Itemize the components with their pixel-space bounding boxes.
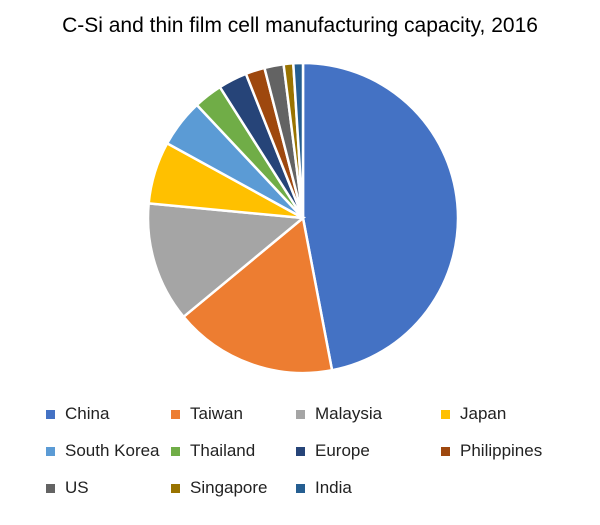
legend-label: China — [65, 404, 110, 423]
legend-label: South Korea — [65, 441, 160, 460]
legend-swatch — [171, 446, 180, 456]
legend-label: Thailand — [190, 441, 256, 460]
pie-slice-china — [301, 61, 460, 372]
legend-swatch — [46, 409, 55, 419]
legend-label: Malaysia — [315, 404, 383, 423]
legend-swatch — [441, 409, 450, 419]
chart-title: C-Si and thin film cell manufacturing ca… — [62, 14, 538, 37]
legend-label: Japan — [460, 404, 507, 423]
legend-swatch — [296, 409, 305, 419]
legend-label: Singapore — [190, 478, 268, 497]
legend-label: US — [65, 478, 89, 497]
legend: China Taiwan Malaysia Japan South Korea Thail… — [38, 404, 578, 498]
legend-item: Europe — [288, 441, 433, 461]
legend-label: Europe — [315, 441, 370, 460]
legend-swatch — [171, 409, 180, 419]
legend-swatch — [46, 483, 55, 493]
pie-slice-taiwan — [181, 215, 334, 375]
legend-item: South Korea — [38, 441, 163, 461]
legend-item: Philippines — [433, 441, 573, 461]
legend-item: Singapore — [163, 478, 288, 498]
legend-item: Thailand — [163, 441, 288, 461]
legend-item: Taiwan — [163, 404, 288, 424]
legend-label: Taiwan — [190, 404, 243, 423]
legend-swatch — [296, 483, 305, 493]
legend-item: China — [38, 404, 163, 424]
legend-swatch — [171, 483, 180, 493]
pie-slice-malaysia — [146, 202, 307, 319]
legend-swatch — [296, 446, 305, 456]
legend-item: Malaysia — [288, 404, 433, 424]
legend-swatch — [441, 446, 450, 456]
legend-item: US — [38, 478, 163, 498]
pie-chart — [146, 61, 460, 375]
legend-item: Japan — [433, 404, 573, 424]
legend-label: Philippines — [460, 441, 543, 460]
legend-item: India — [288, 478, 433, 498]
legend-swatch — [46, 446, 55, 456]
pie-slice-india — [291, 61, 305, 219]
legend-label: India — [315, 478, 352, 497]
